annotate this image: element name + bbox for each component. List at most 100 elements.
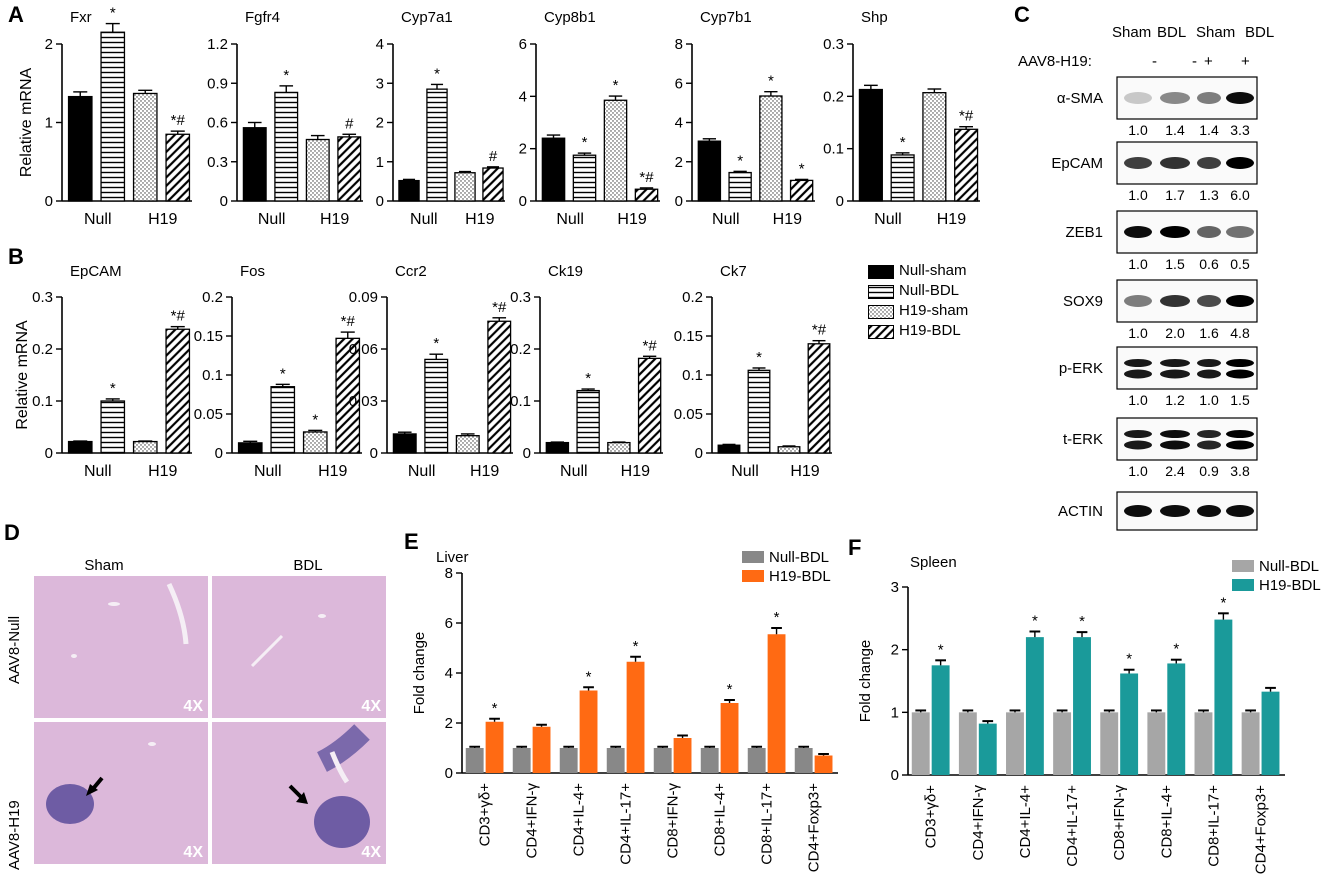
- chart-a3: Cyp7a1 0 1 2 3 4 * # Null H19: [376, 9, 505, 228]
- group-label-h19: H19: [148, 463, 177, 480]
- bar-null-bdl: [606, 748, 625, 773]
- y-axis-label: Relative mRNA: [14, 320, 31, 430]
- bar-1: [697, 140, 722, 202]
- significance-mark: *#: [812, 322, 827, 339]
- bar-4: [482, 167, 504, 202]
- magnification-label: 4X: [361, 844, 381, 861]
- blot-label: α-SMA: [1057, 90, 1103, 107]
- band-quant: 3.8: [1230, 463, 1250, 479]
- y-tick-label: 4: [519, 88, 527, 105]
- bar-null-bdl: [653, 748, 672, 773]
- category-label: CD4+IL-4+: [571, 783, 588, 857]
- band-quant: 6.0: [1230, 187, 1250, 203]
- y-tick-label: 4: [675, 115, 683, 132]
- y-tick-label: 1: [891, 704, 899, 721]
- band-quant: 3.3: [1230, 122, 1250, 138]
- band-quant: 1.0: [1128, 187, 1148, 203]
- sign-3: +: [1204, 53, 1213, 70]
- band-quant: 0.6: [1199, 256, 1219, 272]
- bar-null-bdl: [911, 712, 930, 775]
- band-quant: 1.0: [1128, 463, 1148, 479]
- band-quant: 1.4: [1199, 122, 1219, 138]
- y-tick-label: 0: [45, 445, 53, 462]
- band: [1160, 369, 1190, 379]
- panel-label-a: A: [8, 2, 24, 27]
- significance-mark: *: [585, 370, 591, 387]
- panel-label-b: B: [8, 244, 24, 269]
- y-tick-label: 0.06: [349, 341, 378, 358]
- panel-label-d: D: [4, 520, 20, 545]
- y-tick-label: 0: [376, 193, 384, 210]
- vessel-marks: [250, 614, 326, 668]
- blot-frame: [1116, 417, 1258, 461]
- band-quant: 1.0: [1199, 392, 1219, 408]
- significance-mark: *#: [639, 169, 654, 186]
- bar-2: [426, 88, 448, 202]
- band: [1124, 505, 1152, 517]
- band-quant: 1.5: [1165, 256, 1185, 272]
- bar-1: [242, 127, 267, 202]
- bar-3: [305, 138, 330, 202]
- band-quant: 1.0: [1128, 325, 1148, 341]
- bar-null-bdl: [1006, 712, 1024, 775]
- y-tick-label: 0.3: [510, 289, 531, 306]
- band-quant: 1.3: [1199, 187, 1219, 203]
- band: [1226, 359, 1254, 367]
- bar-2: [270, 386, 296, 454]
- legend-label: H19-sham: [899, 302, 969, 319]
- blot-frame: [1116, 346, 1258, 390]
- y-tick-label: 6: [675, 75, 683, 92]
- bar-4: [807, 343, 831, 454]
- chart-title: Cyp8b1: [544, 9, 596, 26]
- group-label-h19: H19: [320, 211, 349, 228]
- magnification-label: 4X: [183, 698, 203, 715]
- y-tick-label: 4: [445, 665, 453, 682]
- group-label-null: Null: [731, 463, 759, 480]
- significance-mark: *: [434, 65, 440, 82]
- significance-mark: *: [938, 641, 944, 658]
- band: [1226, 92, 1254, 104]
- y-tick-label: 0: [45, 193, 53, 210]
- chart-title: Ck7: [720, 263, 747, 280]
- chart-title: Cyp7b1: [700, 9, 752, 26]
- bar-1: [237, 442, 263, 454]
- band: [1197, 430, 1221, 438]
- y-tick-label: 0.1: [202, 367, 223, 384]
- significance-mark: *: [1032, 612, 1038, 629]
- bar-2: [100, 400, 126, 454]
- bar-4: [789, 179, 814, 202]
- legend-label: Null-BDL: [899, 282, 960, 299]
- y-tick-label: 0: [220, 193, 228, 210]
- band: [1160, 226, 1190, 238]
- significance-mark: *: [280, 365, 286, 382]
- group-label-null: Null: [84, 211, 112, 228]
- y-tick-label: 0.1: [510, 393, 531, 410]
- band: [1124, 359, 1152, 367]
- y-tick-label: 0: [519, 193, 527, 210]
- band: [1226, 295, 1254, 307]
- bar-2: [747, 369, 771, 454]
- y-tick-label: 1: [45, 115, 53, 132]
- bar-2: [424, 358, 449, 454]
- y-tick-label: 0.3: [207, 154, 228, 171]
- blot-t-erk: t-ERK 1.0 2.4 0.9 3.8: [1063, 417, 1258, 479]
- legend-label: Null-BDL: [769, 549, 829, 566]
- category-label: CD8+IL-17+: [1205, 785, 1222, 867]
- panel-label-c: C: [1014, 2, 1030, 27]
- y-tick-label: 0.05: [194, 406, 223, 423]
- bar-h19-bdl: [978, 723, 997, 775]
- category-label: CD8+IL-4+: [1158, 785, 1175, 859]
- band: [1124, 369, 1152, 379]
- chart-title: Liver: [436, 549, 469, 566]
- bar-3: [777, 446, 801, 454]
- bar-h19-bdl: [1261, 691, 1280, 775]
- group-label-null: Null: [254, 463, 282, 480]
- category-label: CD8+IFN-γ: [665, 783, 682, 859]
- significance-mark: *: [433, 335, 439, 352]
- y-tick-label: 0.1: [823, 141, 844, 158]
- y-tick-label: 2: [45, 36, 53, 53]
- chart-b4: Ck19 0 0.1 0.2 0.3 * *# Null H19: [510, 263, 663, 480]
- band: [1160, 359, 1190, 367]
- bar-h19-bdl: [1167, 663, 1186, 775]
- chart-b1: EpCAM Relative mRNA 0 0.1 0.2 0.3 * *# Null H19: [14, 263, 192, 480]
